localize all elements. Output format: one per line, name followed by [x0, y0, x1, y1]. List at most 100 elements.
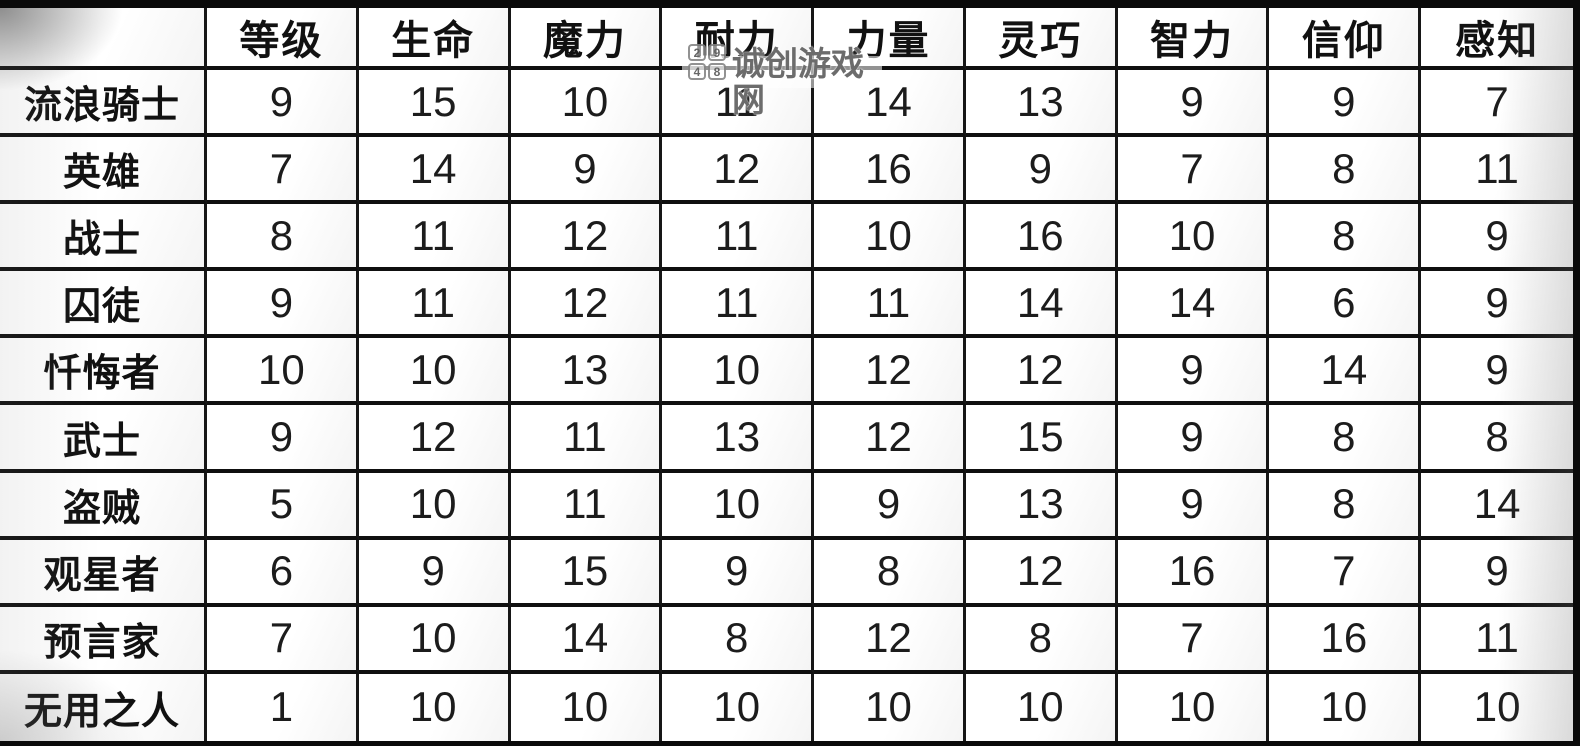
stat-cell: 12 — [814, 338, 966, 406]
stat-cell: 7 — [1421, 70, 1573, 138]
stat-cell: 1 — [207, 673, 359, 741]
stat-cell: 9 — [1117, 472, 1270, 540]
stat-cell: 9 — [1269, 70, 1422, 138]
column-header: 智力 — [1117, 8, 1270, 70]
stat-cell: 16 — [814, 137, 966, 205]
stat-cell: 11 — [1421, 137, 1573, 205]
stat-cell: 9 — [1421, 539, 1573, 607]
row-label: 盗贼 — [0, 472, 207, 540]
watermark-logo-char: 8 — [708, 63, 726, 80]
column-header: 等级 — [207, 8, 359, 70]
stat-cell: 10 — [814, 204, 966, 272]
column-header: 魔力 — [510, 8, 663, 70]
stat-cell: 14 — [1269, 338, 1422, 406]
stat-cell: 9 — [207, 405, 359, 473]
stat-cell: 14 — [1117, 271, 1270, 339]
stat-cell: 8 — [662, 606, 815, 674]
stat-cell: 12 — [662, 137, 815, 205]
stat-cell: 11 — [510, 405, 663, 473]
stat-cell: 13 — [510, 338, 663, 406]
stat-cell: 9 — [207, 70, 359, 138]
stat-cell: 10 — [662, 673, 815, 741]
row-label: 无用之人 — [0, 673, 207, 741]
stat-cell: 11 — [814, 271, 966, 339]
stat-cell: 13 — [662, 405, 815, 473]
stat-cell: 10 — [510, 673, 663, 741]
stat-cell: 13 — [965, 472, 1118, 540]
stat-cell: 8 — [1269, 472, 1422, 540]
row-label: 囚徒 — [0, 271, 207, 339]
stat-cell: 10 — [207, 338, 359, 406]
row-label: 观星者 — [0, 539, 207, 607]
stat-cell: 7 — [1117, 606, 1270, 674]
stat-cell: 9 — [1117, 338, 1270, 406]
stat-cell: 5 — [207, 472, 359, 540]
stat-cell: 14 — [510, 606, 663, 674]
row-label: 预言家 — [0, 606, 207, 674]
stat-cell: 9 — [814, 472, 966, 540]
stat-cell: 10 — [1269, 673, 1422, 741]
stat-cell: 14 — [358, 137, 511, 205]
stat-cell: 7 — [1117, 137, 1270, 205]
column-header: 灵巧 — [965, 8, 1118, 70]
site-watermark: 2 9 4 8 诚创游戏网 — [682, 32, 887, 118]
stat-cell: 11 — [1421, 606, 1573, 674]
stat-cell: 15 — [510, 539, 663, 607]
stat-cell: 8 — [965, 606, 1118, 674]
stat-cell: 7 — [1269, 539, 1422, 607]
stat-cell: 10 — [358, 673, 511, 741]
stat-cell: 12 — [510, 204, 663, 272]
stat-cell: 11 — [510, 472, 663, 540]
row-label: 流浪骑士 — [0, 70, 207, 138]
column-header: 感知 — [1421, 8, 1573, 70]
stat-cell: 15 — [965, 405, 1118, 473]
column-header: 信仰 — [1269, 8, 1422, 70]
row-label: 英雄 — [0, 137, 207, 205]
stat-cell: 9 — [1117, 405, 1270, 473]
stat-cell: 10 — [358, 606, 511, 674]
watermark-logo-char: 2 — [688, 44, 706, 61]
stat-cell: 6 — [207, 539, 359, 607]
stat-cell: 9 — [207, 271, 359, 339]
stat-cell: 8 — [814, 539, 966, 607]
stat-cell: 11 — [358, 271, 511, 339]
stat-cell: 16 — [1117, 539, 1270, 607]
stat-cell: 12 — [814, 405, 966, 473]
stat-cell: 10 — [358, 472, 511, 540]
stat-cell: 10 — [1421, 673, 1573, 741]
stat-cell: 9 — [510, 137, 663, 205]
watermark-site-name: 诚创游戏网 — [732, 45, 864, 118]
stat-cell: 8 — [1269, 405, 1422, 473]
stat-cell: 7 — [207, 137, 359, 205]
row-label: 战士 — [0, 204, 207, 272]
stat-cell: 6 — [1269, 271, 1422, 339]
stat-cell: 9 — [1117, 70, 1270, 138]
stat-cell: 10 — [814, 673, 966, 741]
stat-cell: 14 — [965, 271, 1118, 339]
stat-cell: 10 — [510, 70, 663, 138]
stat-cell: 16 — [965, 204, 1118, 272]
stat-cell: 8 — [1269, 137, 1422, 205]
stat-cell: 13 — [965, 70, 1118, 138]
stat-cell: 10 — [358, 338, 511, 406]
stat-cell: 14 — [1421, 472, 1573, 540]
stat-cell: 10 — [1117, 204, 1270, 272]
stat-cell: 15 — [358, 70, 511, 138]
stat-cell: 10 — [1117, 673, 1270, 741]
stat-cell: 12 — [965, 338, 1118, 406]
stat-cell: 12 — [965, 539, 1118, 607]
stat-cell: 12 — [358, 405, 511, 473]
stat-cell: 9 — [1421, 271, 1573, 339]
stat-cell: 10 — [965, 673, 1118, 741]
stat-cell: 10 — [662, 472, 815, 540]
stat-cell: 10 — [662, 338, 815, 406]
watermark-logo-char: 9 — [708, 44, 726, 61]
stat-cell: 7 — [207, 606, 359, 674]
stat-cell: 11 — [358, 204, 511, 272]
stat-cell: 8 — [1269, 204, 1422, 272]
stat-cell: 9 — [358, 539, 511, 607]
watermark-logo-icon: 2 9 4 8 — [688, 44, 726, 80]
stat-cell: 11 — [662, 204, 815, 272]
stat-cell: 12 — [814, 606, 966, 674]
row-label: 武士 — [0, 405, 207, 473]
